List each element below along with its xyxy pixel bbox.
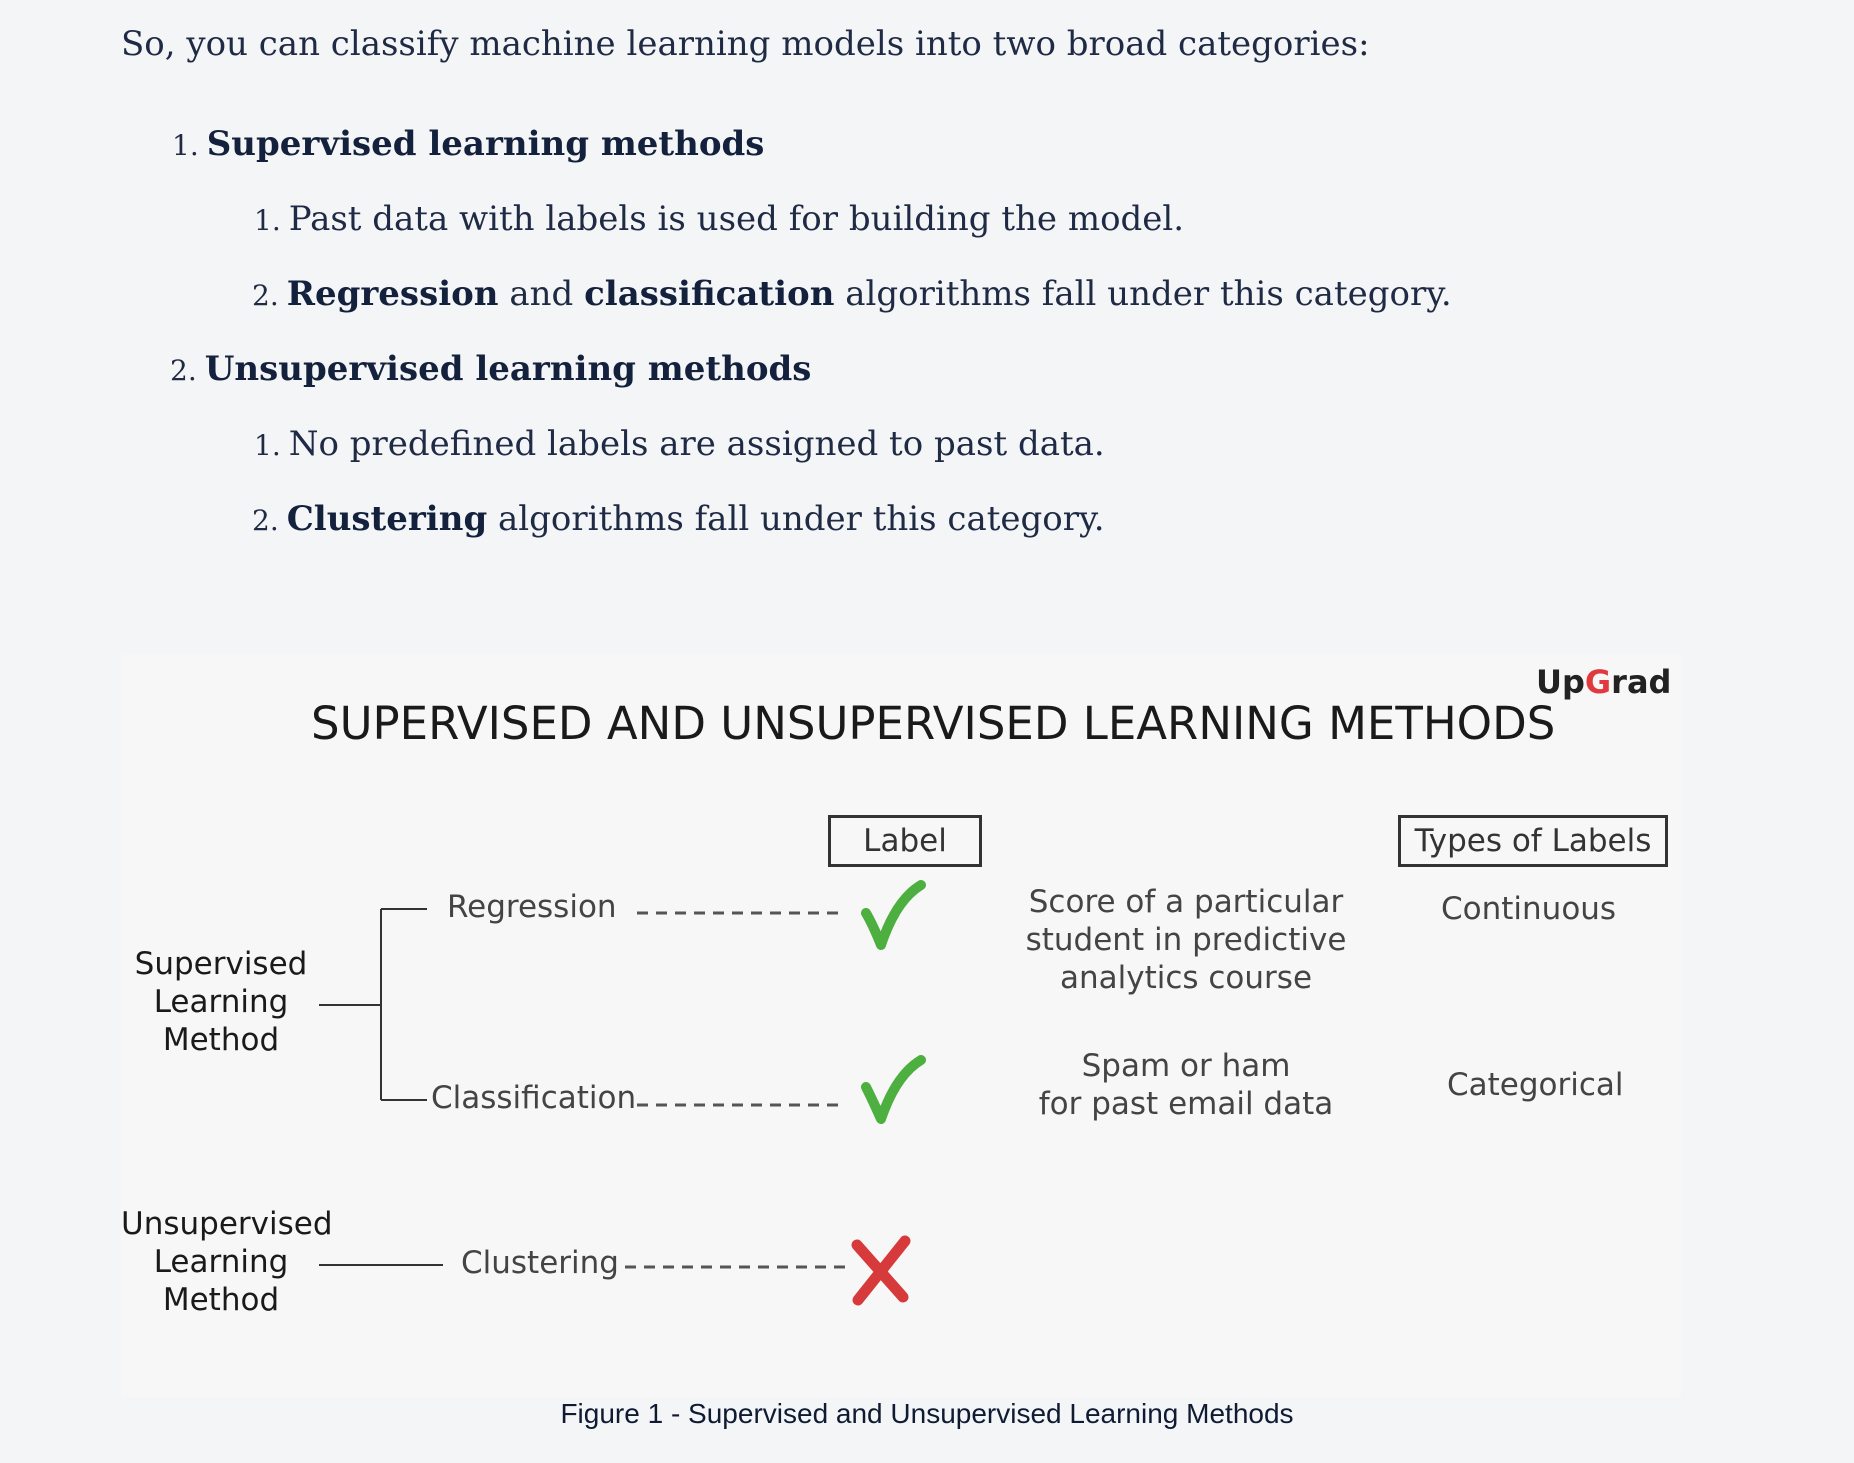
continuous-label: Continuous [1441,891,1617,927]
check-icon [861,880,926,950]
figure-title: SUPERVISED AND UNSUPERVISED LEARNING MET… [311,697,1556,750]
list-number: 2. [252,279,279,312]
list-number: 2. [252,504,279,537]
classification-example: Spam or ham for past email data [1038,1048,1334,1122]
list-text: No predefined labels are assigned to pas… [288,424,1105,464]
list-item: 2. Unsupervised learning methods [170,349,811,389]
cross-icon [852,1235,911,1306]
list-title: Unsupervised learning methods [204,349,812,389]
figure-image: SUPERVISED AND UNSUPERVISED LEARNING MET… [121,655,1681,1397]
list-number: 1. [254,429,281,462]
list-number: 2. [170,354,197,387]
list-item: 1. Past data with labels is used for buil… [254,199,1184,239]
list-item: 2. Clustering algorithms fall under this … [252,499,1105,539]
list-text: and [498,274,585,314]
check-icon [861,1055,926,1124]
list-item: 2. Regression and classification algorith… [252,274,1452,314]
supervised-method-label: Supervised Learning Method [134,946,308,1058]
list-text: algorithms fall under this category. [487,499,1105,539]
list-text: Past data with labels is used for buildi… [288,199,1185,239]
list-item: 1. No predefined labels are assigned to p… [254,424,1105,464]
regression-example: Score of a particular student in predict… [1025,884,1347,996]
label-header: Label [828,815,982,867]
bold-term: Clustering [286,499,488,539]
intro-text: So, you can classify machine learning mo… [121,24,1370,64]
unsupervised-method-label: Unsupervised Learning Method [121,1206,333,1318]
list-number: 1. [172,129,199,162]
categorical-label: Categorical [1447,1067,1624,1103]
bold-term: classification [584,274,835,314]
list-number: 1. [254,204,281,237]
diagram-lines [319,880,926,1306]
upgrad-logo: UpGrad [1536,663,1672,701]
list-text: algorithms fall under this category. [834,274,1452,314]
types-of-labels-header: Types of Labels [1398,815,1668,867]
clustering-label: Clustering [461,1245,619,1281]
list-item: 1. Supervised learning methods [172,124,764,164]
list-title: Supervised learning methods [206,124,765,164]
classification-label: Classification [431,1080,637,1116]
regression-label: Regression [447,889,617,925]
figure-caption: Figure 1 - Supervised and Unsupervised L… [560,1398,1294,1429]
bold-term: Regression [286,274,499,314]
